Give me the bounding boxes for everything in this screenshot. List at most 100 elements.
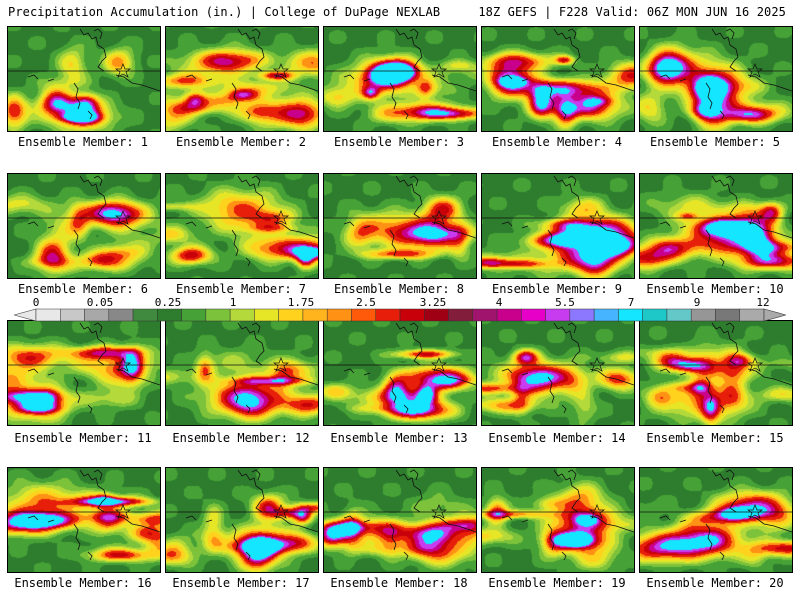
colorbar-tick-label: 7 [627,296,635,309]
coastline [245,551,251,561]
coastline [245,404,251,414]
ensemble-member-map [481,173,635,279]
coastline [395,175,423,219]
coastline [343,221,371,229]
colorbar-tick-label: 0.25 [154,296,182,309]
coastline [659,74,687,82]
coastline [27,515,55,523]
coastline [711,28,739,72]
coastline [237,28,265,72]
coastline [501,74,529,82]
precip-field [324,27,476,131]
city-marker-icon [588,63,606,78]
coastline [719,110,725,120]
city-marker-icon [272,63,290,78]
ensemble-member-label: Ensemble Member: 17 [172,576,310,590]
ensemble-member-label: Ensemble Member: 13 [330,431,468,445]
coastline [27,368,55,376]
colorbar-swatch [739,308,765,322]
ensemble-member-map [481,320,635,426]
map-outlines [640,322,792,414]
ensemble-member-label: Ensemble Member: 10 [646,282,784,296]
city-marker-icon [588,210,606,225]
coastline [185,368,213,376]
colorbar-tick-label: 5.5 [555,296,575,309]
coastline [431,221,476,239]
coastline [79,322,107,366]
precip-field [166,174,318,278]
precip-field [8,468,160,572]
city-marker-icon [746,357,764,372]
ensemble-member-label: Ensemble Member: 15 [646,431,784,445]
coastline [93,28,103,40]
colorbar-swatch [84,308,110,322]
coastline [725,28,735,40]
ensemble-member-map [7,467,161,573]
coastline [115,368,160,386]
city-marker-icon [272,504,290,519]
map-outlines [324,469,476,561]
coastline [705,229,713,257]
colorbar-swatch [205,308,231,322]
precip-field [482,321,634,425]
coastline [115,515,160,533]
ensemble-member-map [165,467,319,573]
colorbar-tick-label: 4 [495,296,503,309]
ensemble-member-label: Ensemble Member: 12 [172,431,310,445]
coastline [27,221,55,229]
coastline [251,28,261,40]
city-marker-icon [114,210,132,225]
run-info: 18Z GEFS | F228 Valid: 06Z MON JUN 16 20… [478,5,786,19]
colorbar-min-arrow [14,308,37,322]
coastline [115,221,160,239]
coastline [389,376,397,404]
coastline [409,175,419,187]
ensemble-member-label: Ensemble Member: 14 [488,431,626,445]
ensemble-member-label: Ensemble Member: 11 [14,431,152,445]
precip-field [640,174,792,278]
colorbar-swatch [181,308,207,322]
ensemble-member-label: Ensemble Member: 6 [17,282,149,296]
coastline [395,322,423,366]
coastline [659,368,687,376]
coastline [409,469,419,481]
coastline [79,28,107,72]
map-outlines [324,28,476,120]
precip-field [482,27,634,131]
map-outlines [8,322,160,414]
ensemble-member-map [639,320,793,426]
coastline [79,469,107,513]
colorbar-tick-label: 3.25 [419,296,447,309]
coastline [431,515,476,533]
ensemble-member-label: Ensemble Member: 1 [17,135,149,149]
colorbar-swatch [132,308,158,322]
precip-field [324,468,476,572]
ensemble-member-map [323,320,477,426]
colorbar-swatch [593,308,619,322]
coastline [719,257,725,267]
map-outlines [482,469,634,561]
coastline [553,322,581,366]
precip-field [8,27,160,131]
coastline [273,74,318,92]
coastline [705,82,713,110]
coastline [231,376,239,404]
coastline [589,368,634,386]
coastline [553,28,581,72]
city-marker-icon [114,357,132,372]
coastline [185,515,213,523]
city-marker-icon [114,504,132,519]
coastline [93,322,103,334]
coastline [251,175,261,187]
coastline [343,515,371,523]
precip-field [324,174,476,278]
coastline [343,74,371,82]
colorbar-swatch [399,308,425,322]
ensemble-member-label: Ensemble Member: 19 [488,576,626,590]
colorbar-swatch [60,308,85,322]
coastline [343,368,371,376]
coastline [719,404,725,414]
ensemble-member-label: Ensemble Member: 16 [14,576,152,590]
coastline [711,322,739,366]
colorbar-swatch [157,308,182,322]
